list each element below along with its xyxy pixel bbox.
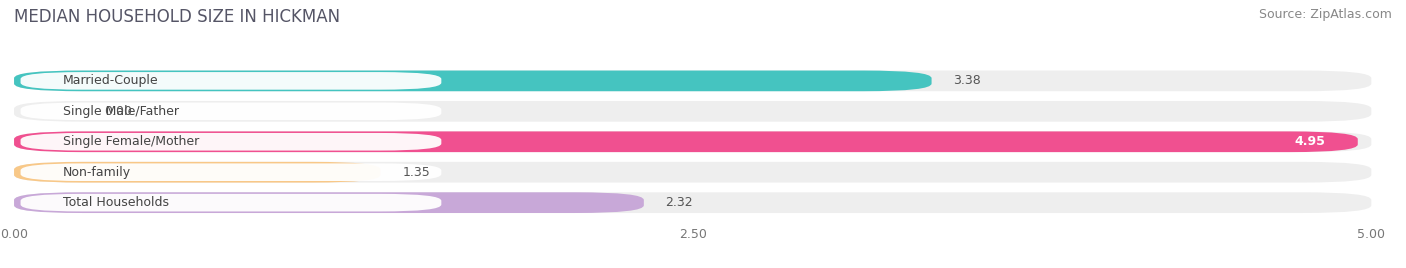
FancyBboxPatch shape [21,163,441,181]
FancyBboxPatch shape [14,162,1371,183]
FancyBboxPatch shape [14,192,1371,213]
FancyBboxPatch shape [14,131,1371,152]
Text: 0.00: 0.00 [104,105,132,118]
FancyBboxPatch shape [21,133,441,151]
FancyBboxPatch shape [14,162,381,183]
FancyBboxPatch shape [21,103,441,120]
Text: Single Male/Father: Single Male/Father [63,105,179,118]
Text: Non-family: Non-family [63,166,131,179]
Text: Single Female/Mother: Single Female/Mother [63,135,200,148]
Text: 4.95: 4.95 [1295,135,1326,148]
FancyBboxPatch shape [14,70,1371,91]
FancyBboxPatch shape [14,131,1358,152]
Text: 1.35: 1.35 [402,166,430,179]
FancyBboxPatch shape [21,72,441,90]
Text: MEDIAN HOUSEHOLD SIZE IN HICKMAN: MEDIAN HOUSEHOLD SIZE IN HICKMAN [14,8,340,26]
Text: 2.32: 2.32 [665,196,693,209]
Text: Total Households: Total Households [63,196,169,209]
Text: Married-Couple: Married-Couple [63,75,159,87]
Text: 3.38: 3.38 [953,75,981,87]
FancyBboxPatch shape [14,101,1371,122]
FancyBboxPatch shape [14,70,932,91]
Text: Source: ZipAtlas.com: Source: ZipAtlas.com [1258,8,1392,21]
FancyBboxPatch shape [21,194,441,211]
FancyBboxPatch shape [14,192,644,213]
